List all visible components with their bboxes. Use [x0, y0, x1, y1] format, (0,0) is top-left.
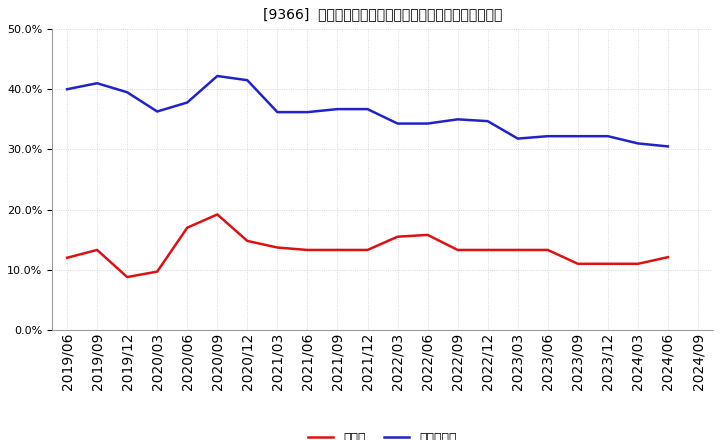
有利子負債 — [603, 134, 612, 139]
現預金 — [363, 247, 372, 253]
現預金 — [603, 261, 612, 267]
有利子負債 — [93, 81, 102, 86]
Line: 現預金: 現預金 — [67, 214, 668, 277]
有利子負債 — [454, 117, 462, 122]
現預金 — [303, 247, 312, 253]
有利子負債 — [664, 144, 672, 149]
現預金 — [483, 247, 492, 253]
有利子負債 — [483, 118, 492, 124]
現預金 — [183, 225, 192, 230]
有利子負債 — [363, 106, 372, 112]
有利子負債 — [513, 136, 522, 141]
現預金 — [123, 275, 132, 280]
有利子負債 — [544, 134, 552, 139]
有利子負債 — [183, 100, 192, 105]
現預金 — [423, 232, 432, 238]
Line: 有利子負債: 有利子負債 — [67, 76, 668, 147]
現預金 — [153, 269, 161, 274]
有利子負債 — [273, 110, 282, 115]
現預金 — [393, 234, 402, 239]
有利子負債 — [423, 121, 432, 126]
現預金 — [574, 261, 582, 267]
現預金 — [213, 212, 222, 217]
現預金 — [93, 247, 102, 253]
有利子負債 — [634, 141, 642, 146]
現預金 — [273, 245, 282, 250]
Legend: 現預金, 有利子負債: 現預金, 有利子負債 — [303, 426, 462, 440]
有利子負債 — [243, 77, 252, 83]
有利子負債 — [393, 121, 402, 126]
現預金 — [664, 254, 672, 260]
有利子負債 — [333, 106, 342, 112]
有利子負債 — [574, 134, 582, 139]
Title: [9366]  現預金、有利子負債の総資産に対する比率の推移: [9366] 現預金、有利子負債の総資産に対する比率の推移 — [263, 7, 503, 21]
有利子負債 — [63, 87, 71, 92]
現預金 — [333, 247, 342, 253]
現預金 — [454, 247, 462, 253]
有利子負債 — [123, 90, 132, 95]
有利子負債 — [213, 73, 222, 79]
有利子負債 — [153, 109, 161, 114]
現預金 — [634, 261, 642, 267]
現預金 — [544, 247, 552, 253]
現預金 — [243, 238, 252, 244]
現預金 — [63, 255, 71, 260]
有利子負債 — [303, 110, 312, 115]
現預金 — [513, 247, 522, 253]
